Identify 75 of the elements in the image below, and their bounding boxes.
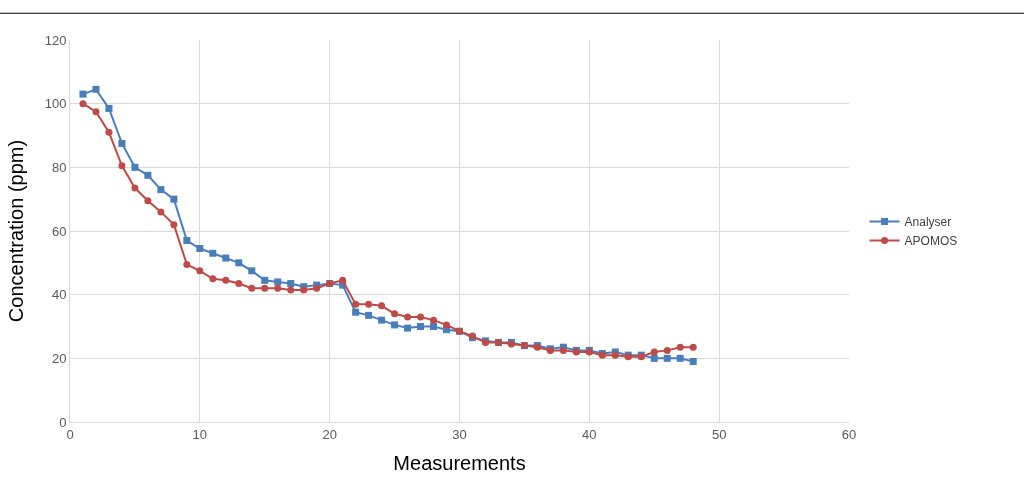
y-tick-label: 80 [51, 159, 67, 175]
x-tick-label: 20 [322, 426, 337, 442]
point [118, 162, 126, 170]
y-tick-label: 20 [51, 350, 67, 366]
y-tick-label: 40 [51, 287, 67, 303]
point [248, 267, 256, 275]
y-tick-label: 0 [59, 414, 67, 430]
point [144, 197, 152, 205]
point [92, 85, 100, 93]
point [105, 104, 113, 112]
y-tick-label: 60 [51, 223, 67, 239]
point [391, 321, 399, 329]
point [391, 310, 399, 318]
point [676, 354, 684, 362]
point [365, 311, 373, 319]
point [430, 323, 438, 330]
point [235, 280, 243, 288]
point [170, 195, 178, 203]
point [663, 354, 671, 362]
point [663, 346, 671, 354]
point [352, 300, 360, 308]
point [261, 276, 269, 284]
point [287, 286, 295, 294]
point [196, 245, 204, 253]
point [443, 321, 451, 329]
y-tick-label: 120 [44, 32, 67, 48]
legend-label: Analyser [904, 215, 952, 230]
point [378, 302, 386, 310]
point [118, 139, 126, 147]
x-tick-label: 40 [582, 426, 597, 442]
point [222, 276, 230, 284]
y-tick-label: 100 [44, 96, 67, 112]
point [157, 186, 165, 194]
point [650, 348, 658, 356]
point [404, 324, 412, 332]
point [79, 90, 87, 98]
x-tick-label: 60 [841, 426, 857, 442]
point [378, 316, 386, 324]
point [365, 300, 373, 308]
point [157, 208, 165, 216]
point [196, 267, 204, 275]
point [417, 323, 425, 330]
point [131, 163, 139, 171]
point [209, 249, 217, 257]
point [183, 237, 191, 245]
point [689, 343, 697, 351]
point [404, 313, 412, 321]
point [79, 100, 87, 108]
point [352, 308, 360, 316]
point [274, 284, 282, 292]
point [131, 184, 139, 192]
point [105, 128, 113, 136]
x-tick-label: 10 [192, 426, 208, 442]
point [339, 276, 347, 284]
point [235, 259, 243, 267]
point [689, 358, 697, 366]
point [183, 260, 191, 268]
x-tick-label: 50 [711, 426, 727, 442]
point [170, 221, 178, 229]
point [248, 284, 256, 292]
point [417, 313, 425, 321]
point [222, 254, 230, 262]
point [650, 354, 658, 362]
point [209, 275, 217, 283]
point [274, 278, 282, 286]
point [287, 280, 295, 288]
point [676, 343, 684, 351]
point [261, 284, 269, 292]
point [144, 171, 152, 179]
point [92, 108, 100, 116]
y-axis-title: Concentration (ppm) [5, 139, 28, 323]
x-axis-title: Measurements [393, 452, 526, 475]
x-tick-label: 30 [452, 426, 467, 442]
point [430, 316, 438, 324]
legend-label: APOMOS [904, 234, 958, 249]
